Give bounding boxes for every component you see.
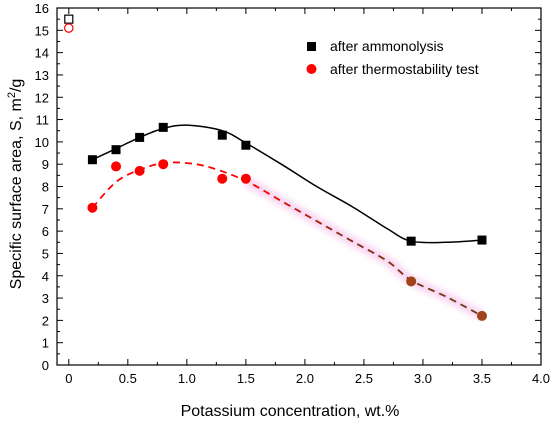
reference-point-square [64, 14, 74, 24]
y-tick-label: 8 [42, 180, 49, 195]
ammonolysis-point [477, 235, 487, 245]
x-tick-label: 2.0 [296, 371, 314, 386]
thermostability-fit-curve [91, 161, 483, 317]
thermostability-point [406, 276, 417, 287]
thermostability-point [240, 173, 251, 184]
x-tick-label: 0 [65, 371, 72, 386]
legend-label-ammonolysis: after ammonolysis [330, 38, 444, 54]
y-tick-label: 11 [36, 113, 50, 128]
y-tick-label: 6 [42, 224, 49, 239]
thermostability-point [134, 165, 145, 176]
dashed-curve-glow [243, 176, 485, 321]
ammonolysis-point [406, 236, 416, 246]
y-tick-label: 4 [42, 269, 49, 284]
y-tick-label: 3 [42, 291, 49, 306]
x-axis-label: Potassium concentration, wt.% [181, 403, 400, 420]
ammonolysis-point [87, 155, 97, 165]
reference-point-circle [64, 23, 74, 33]
y-tick-label: 16 [35, 1, 49, 16]
thermostability-point [158, 159, 169, 170]
x-tick-label: 1.0 [178, 371, 196, 386]
y-tick-label: 13 [35, 68, 49, 83]
x-tick-label: 1.5 [237, 371, 255, 386]
legend-marker-thermostability [306, 64, 317, 74]
y-tick-label: 14 [35, 46, 49, 61]
y-tick-label: 10 [35, 135, 49, 150]
ammonolysis-point [158, 122, 168, 132]
legend-label-thermostability: after thermostability test [330, 61, 479, 77]
x-tick-label: 4.0 [532, 371, 550, 386]
ammonolysis-point [111, 145, 121, 155]
fit-curves [91, 124, 485, 321]
ammonolysis-fit-curve [92, 124, 483, 244]
ammonolysis-point [241, 140, 251, 150]
thermostability-point [476, 310, 487, 321]
legend-marker-ammonolysis [307, 42, 316, 51]
ammonolysis-point [135, 132, 145, 142]
y-tick-label: 2 [42, 313, 49, 328]
x-tick-label: 3.0 [414, 371, 432, 386]
legend: after ammonolysis after thermostability … [306, 38, 479, 77]
thermostability-point [87, 202, 98, 213]
y-tick-label: 12 [35, 90, 49, 105]
y-tick-label: 7 [42, 202, 49, 217]
x-tick-label: 2.5 [355, 371, 373, 386]
y-tick-label: 0 [42, 358, 49, 373]
ammonolysis-point [217, 130, 227, 140]
y-tick-label: 5 [42, 246, 49, 261]
x-tick-label: 0.5 [119, 371, 137, 386]
thermostability-point [217, 173, 228, 184]
y-tick-label: 1 [42, 336, 49, 351]
data-markers [64, 14, 487, 321]
x-tick-label: 3.5 [473, 371, 491, 386]
y-tick-label: 15 [35, 23, 49, 38]
x-axis: 0 0.5 1.0 1.5 2.0 2.5 3.0 3.5 4.0 [65, 8, 550, 386]
thermostability-point [111, 161, 122, 172]
y-tick-label: 9 [42, 157, 49, 172]
y-axis-label: Specific surface area, S, m2/g [6, 79, 25, 290]
